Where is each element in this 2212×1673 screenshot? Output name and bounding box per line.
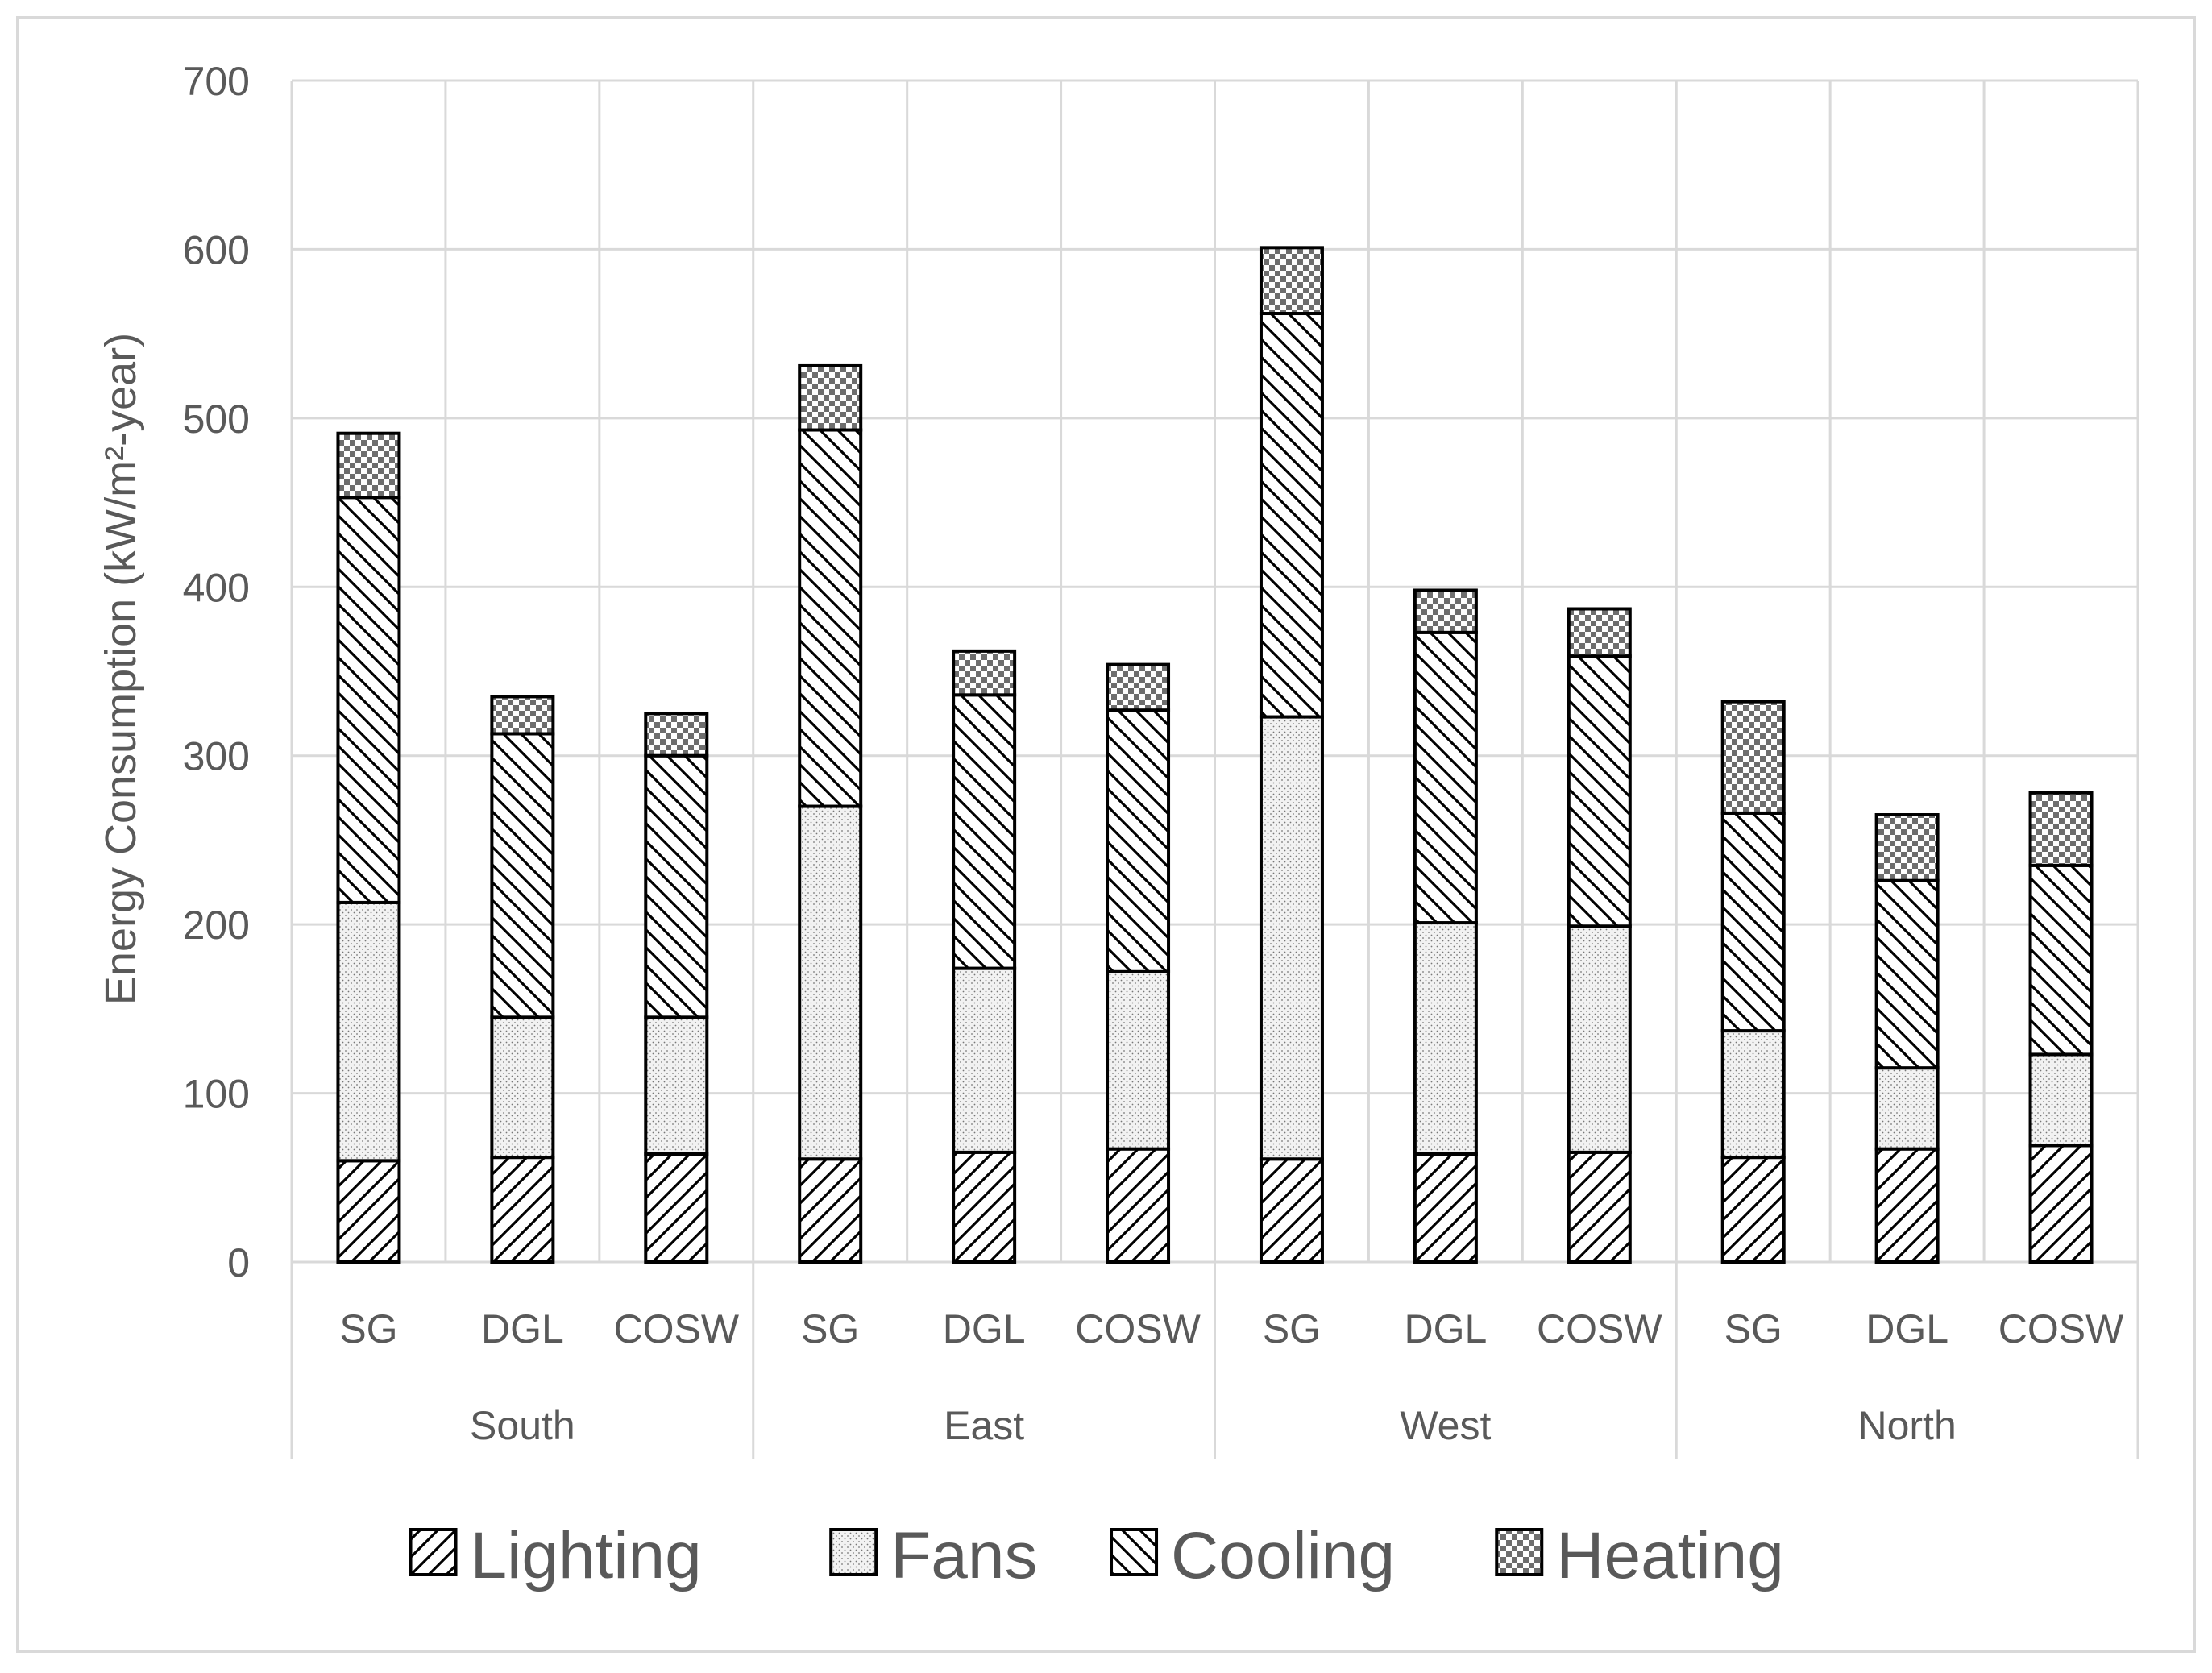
x-tick-label-sg: SG [801,1306,859,1351]
legend-swatch-fans [829,1528,878,1576]
y-tick-label-600: 600 [183,227,250,272]
bar-north-sg-cooling [1720,811,1786,1033]
bar-north-cosw-heating [2028,791,2094,867]
bar-west-cosw-lighting [1567,1150,1632,1264]
bar-west-cosw-heating [1567,607,1632,658]
bar-south-cosw-heating [644,712,709,758]
bar-north-sg-fans [1720,1029,1786,1160]
bar-east-cosw-heating [1106,662,1171,712]
y-tick-label-300: 300 [183,734,250,779]
legend-label-lighting: Lighting [471,1519,702,1592]
bar-west-sg-lighting [1259,1157,1324,1264]
bar-east-sg-heating [798,363,863,432]
bar-west-sg-heating [1259,246,1324,316]
bar-south-cosw-lighting [644,1152,709,1264]
y-tick-label-200: 200 [183,903,250,948]
x-tick-label-cosw: COSW [1537,1306,1662,1351]
y-tick-label-400: 400 [183,565,250,610]
bar-east-dgl-heating [952,649,1017,697]
legend: Lighting Fans Cooling Heating [409,1519,1784,1592]
legend-label-cooling: Cooling [1171,1519,1395,1592]
group-label-west: West [1400,1403,1491,1448]
bar-south-dgl-fans [490,1015,555,1160]
bar-west-dgl-heating [1413,588,1478,634]
bar-south-cosw-fans [644,1015,709,1156]
bar-west-dgl-lighting [1413,1152,1478,1264]
bar-east-dgl-lighting [952,1150,1017,1264]
gridlines [290,79,2139,1459]
bar-south-sg-heating [336,431,401,500]
x-tick-label-cosw: COSW [1075,1306,1201,1351]
bar-north-sg-lighting [1720,1156,1786,1264]
bar-east-cosw-cooling [1106,708,1171,973]
bar-north-cosw-cooling [2028,863,2094,1057]
bar-south-sg-fans [336,900,401,1163]
bar-north-cosw-lighting [2028,1144,2094,1264]
legend-swatch-heating [1495,1528,1544,1576]
bar-west-cosw-cooling [1567,654,1632,928]
axes: 0 100 200 300 400 500 600 700 SG DGL COSW SG DGL COSW… [183,59,2125,1448]
x-tick-label-dgl: DGL [1404,1306,1487,1351]
bar-north-dgl-cooling [1874,878,1940,1070]
y-tick-label-0: 0 [227,1240,250,1285]
group-label-north: North [1857,1403,1956,1448]
y-tick-label-500: 500 [183,396,250,442]
x-tick-label-sg: SG [339,1306,397,1351]
bar-west-sg-cooling [1259,312,1324,719]
x-tick-label-cosw: COSW [614,1306,740,1351]
x-tick-label-sg: SG [1263,1306,1321,1351]
bar-east-sg-lighting [798,1157,863,1264]
x-tick-label-dgl: DGL [481,1306,564,1351]
x-tick-label-sg: SG [1724,1306,1782,1351]
bar-west-cosw-fans [1567,924,1632,1154]
y-tick-label-700: 700 [183,59,250,104]
bar-north-cosw-fans [2028,1052,2094,1148]
bar-west-sg-fans [1259,715,1324,1161]
bar-east-dgl-cooling [952,693,1017,970]
bar-north-dgl-fans [1874,1066,1940,1151]
bar-south-cosw-cooling [644,753,709,1019]
legend-swatch-lighting [409,1528,458,1576]
x-tick-label-dgl: DGL [1865,1306,1948,1351]
bar-south-dgl-cooling [490,732,555,1019]
bar-north-dgl-heating [1874,813,1940,882]
bar-west-dgl-cooling [1413,630,1478,925]
bar-south-dgl-lighting [490,1156,555,1264]
legend-swatch-cooling [1110,1528,1159,1576]
bar-south-dgl-heating [490,695,555,736]
bar-north-dgl-lighting [1874,1147,1940,1264]
bar-east-sg-fans [798,804,863,1161]
bar-east-cosw-lighting [1106,1147,1171,1264]
bar-west-dgl-fans [1413,921,1478,1156]
bar-east-sg-cooling [798,428,863,808]
y-tick-label-100: 100 [183,1072,250,1117]
y-axis-title: Energy Consumption (kW/m²-year) [97,333,145,1005]
bar-east-dgl-fans [952,966,1017,1154]
bar-north-sg-heating [1720,700,1786,815]
legend-label-fans: Fans [890,1519,1037,1592]
bar-south-sg-lighting [336,1159,401,1264]
x-tick-label-cosw: COSW [1998,1306,2124,1351]
x-tick-label-dgl: DGL [943,1306,1026,1351]
group-label-south: South [470,1403,575,1448]
bar-south-sg-cooling [336,496,401,904]
group-label-east: East [944,1403,1024,1448]
bar-east-cosw-fans [1106,969,1171,1151]
bars [336,246,2094,1264]
legend-label-heating: Heating [1556,1519,1784,1592]
